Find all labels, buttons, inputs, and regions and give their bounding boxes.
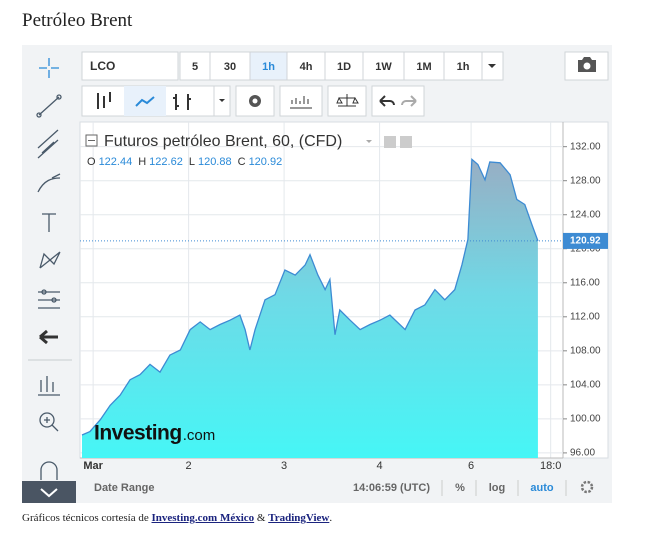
last-price-label: 120.92 bbox=[570, 236, 601, 247]
ohlc: O 122.44 H 122.62 L 120.88 C 120.92 bbox=[87, 156, 282, 168]
series-settings[interactable] bbox=[400, 136, 412, 148]
interval-label: 1M bbox=[416, 61, 431, 73]
interval-label: 1h bbox=[457, 61, 470, 73]
interval-button[interactable] bbox=[286, 51, 326, 81]
plot: 96.00100.00104.00108.00112.00116.00120.0… bbox=[80, 122, 608, 472]
price-line bbox=[81, 158, 539, 436]
y-tick-label: 132.00 bbox=[570, 141, 601, 152]
interval-label: 5 bbox=[192, 61, 198, 73]
second-toolbar[interactable] bbox=[81, 85, 425, 117]
x-tick-label: 6 bbox=[468, 460, 474, 472]
footer-text: & bbox=[256, 512, 266, 524]
x-tick-label: 2 bbox=[186, 460, 192, 472]
interval-label: 30 bbox=[224, 61, 236, 73]
interval-label: 4h bbox=[300, 61, 313, 73]
footer-text: . bbox=[329, 512, 333, 524]
settings-gear[interactable] bbox=[580, 480, 594, 494]
ohlc-value: 120.88 bbox=[198, 156, 232, 168]
page-title: Petróleo Brent bbox=[22, 10, 133, 31]
last-price-tag bbox=[563, 232, 608, 249]
watermark: .com bbox=[183, 427, 216, 444]
symbol-box[interactable] bbox=[81, 51, 179, 81]
footer: Gráficos técnicos cortesía de Investing.… bbox=[22, 512, 332, 524]
footer-text: Gráficos técnicos cortesía de bbox=[22, 512, 149, 524]
ohlc-key: O bbox=[87, 156, 96, 168]
ohlc-key: H bbox=[138, 156, 146, 168]
x-tick-label: 18:0 bbox=[540, 460, 561, 472]
ohlc-value: 120.92 bbox=[249, 156, 283, 168]
left-toolbar[interactable] bbox=[28, 58, 72, 480]
interval-button[interactable] bbox=[443, 51, 483, 81]
bottom-bar bbox=[80, 476, 608, 498]
ohlc-value: 122.44 bbox=[99, 156, 133, 168]
footer-link[interactable]: TradingView bbox=[268, 512, 330, 524]
auto-toggle[interactable]: auto bbox=[530, 482, 554, 494]
chart-widget: LCO 5 30 1h 4h 1D 1W 1M 1h 96.00100.00104.00108.… bbox=[22, 45, 612, 503]
series-eye[interactable] bbox=[384, 136, 396, 148]
y-tick-label: 96.00 bbox=[570, 448, 595, 459]
x-tick-label: 4 bbox=[377, 460, 383, 472]
interval-button[interactable] bbox=[362, 51, 405, 81]
area-fill bbox=[81, 159, 538, 458]
y-tick-label: 116.00 bbox=[570, 277, 600, 288]
x-tick-label: 3 bbox=[281, 460, 287, 472]
percent-toggle[interactable]: % bbox=[455, 482, 465, 494]
interval-button[interactable] bbox=[179, 51, 211, 81]
ohlc-value: 122.62 bbox=[149, 156, 183, 168]
series-title: Futuros petróleo Brent, 60, (CFD) bbox=[104, 133, 342, 150]
interval-button[interactable] bbox=[403, 51, 445, 81]
interval-button[interactable] bbox=[324, 51, 364, 81]
watermark: Investing bbox=[94, 422, 182, 445]
collapse-button[interactable] bbox=[22, 481, 76, 503]
interval-label: 1W bbox=[375, 61, 392, 73]
interval-label: 1h bbox=[262, 61, 275, 73]
interval-menu-icon bbox=[488, 64, 496, 68]
x-tick-label: Mar bbox=[83, 460, 103, 472]
camera-lens bbox=[583, 62, 591, 70]
y-tick-label: 100.00 bbox=[570, 414, 601, 425]
interval-label: 1D bbox=[337, 61, 351, 73]
symbol: LCO bbox=[90, 59, 115, 73]
ohlc-key: C bbox=[238, 156, 246, 168]
log-toggle[interactable]: log bbox=[489, 482, 506, 494]
interval-button[interactable] bbox=[249, 51, 288, 81]
y-tick-label: 104.00 bbox=[570, 379, 601, 390]
series-menu[interactable] bbox=[366, 140, 372, 143]
clock: 14:06:59 (UTC) bbox=[353, 482, 430, 494]
y-tick-label: 108.00 bbox=[570, 345, 601, 356]
top-toolbar: LCO 5 30 1h 4h 1D 1W 1M 1h bbox=[81, 51, 504, 81]
footer-link[interactable]: Investing.com México bbox=[151, 512, 255, 524]
y-tick-label: 124.00 bbox=[570, 209, 601, 220]
date-range[interactable]: Date Range bbox=[94, 482, 155, 494]
ohlc-key: L bbox=[189, 156, 195, 168]
collapse-icon bbox=[40, 488, 58, 498]
y-tick-label: 128.00 bbox=[570, 175, 601, 186]
y-tick-label: 112.00 bbox=[570, 311, 600, 322]
